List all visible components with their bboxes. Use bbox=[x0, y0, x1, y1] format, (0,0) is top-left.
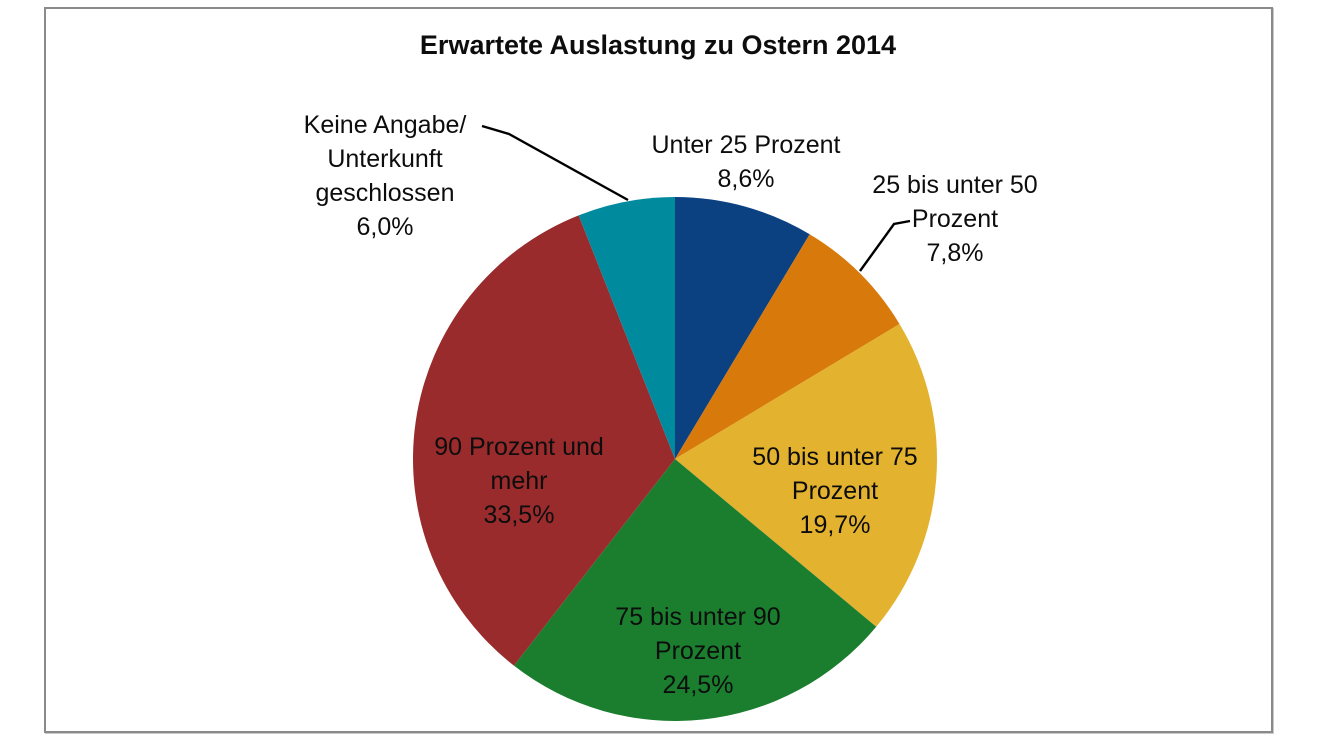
slice-label-text: 90 Prozent und bbox=[434, 433, 604, 461]
slice-label-75-bis-unter-90-prozent: 75 bis unter 90 Prozent 24,5% bbox=[615, 600, 780, 702]
slice-label-text: Keine Angabe/ bbox=[303, 111, 467, 139]
slice-label-text: mehr bbox=[490, 467, 548, 495]
slice-label-unter-25-prozent: Unter 25 Prozent 8,6% bbox=[652, 128, 841, 196]
pie-slices bbox=[413, 197, 937, 721]
slice-label-text: 25 bis unter 50 bbox=[872, 171, 1038, 199]
chart-title: Erwartete Auslastung zu Ostern 2014 bbox=[419, 30, 897, 60]
slice-percent-value: 7,8% bbox=[926, 239, 984, 267]
slice-label-text: Unter 25 Prozent bbox=[651, 131, 841, 159]
slice-label-25-bis-unter-50-prozent: 25 bis unter 50 Prozent 7,8% bbox=[872, 168, 1037, 270]
slice-label-text: Unterkunft bbox=[327, 145, 443, 173]
slice-percent-value: 24,5% bbox=[662, 671, 734, 699]
slice-label-text: Prozent bbox=[911, 205, 999, 233]
slice-percent-value: 33,5% bbox=[483, 501, 555, 529]
slice-label-text: Prozent bbox=[654, 637, 742, 665]
slice-percent-value: 6,0% bbox=[356, 213, 414, 241]
slice-label-text: geschlossen bbox=[315, 179, 455, 207]
pie-slice-3 bbox=[675, 323, 937, 627]
pie-slice-4 bbox=[513, 459, 877, 721]
slice-percent-value: 8,6% bbox=[717, 165, 775, 193]
slice-label-text: 75 bis unter 90 bbox=[615, 603, 781, 631]
pie-slice-1 bbox=[675, 197, 810, 459]
slice-label-50-bis-unter-75-prozent: 50 bis unter 75 Prozent 19,7% bbox=[752, 440, 917, 542]
leader-lines bbox=[481, 124, 911, 272]
slice-label-90-prozent-und-mehr: 90 Prozent und mehr 33,5% bbox=[434, 430, 604, 532]
pie-slice-6 bbox=[578, 197, 675, 459]
pie-slice-2 bbox=[675, 234, 900, 459]
pie-slice-5 bbox=[413, 215, 675, 666]
slice-label-text: 50 bis unter 75 bbox=[752, 443, 918, 471]
slice-label-text: Prozent bbox=[791, 477, 879, 505]
leader-line-25-bis-unter-50 bbox=[859, 219, 911, 272]
slice-label-keine-angabe-unterkunft-geschlossen: Keine Angabe/ Unterkunft geschlossen 6,0… bbox=[304, 108, 467, 244]
slice-percent-value: 19,7% bbox=[799, 511, 871, 539]
leader-line-keine-angabe bbox=[481, 124, 629, 202]
